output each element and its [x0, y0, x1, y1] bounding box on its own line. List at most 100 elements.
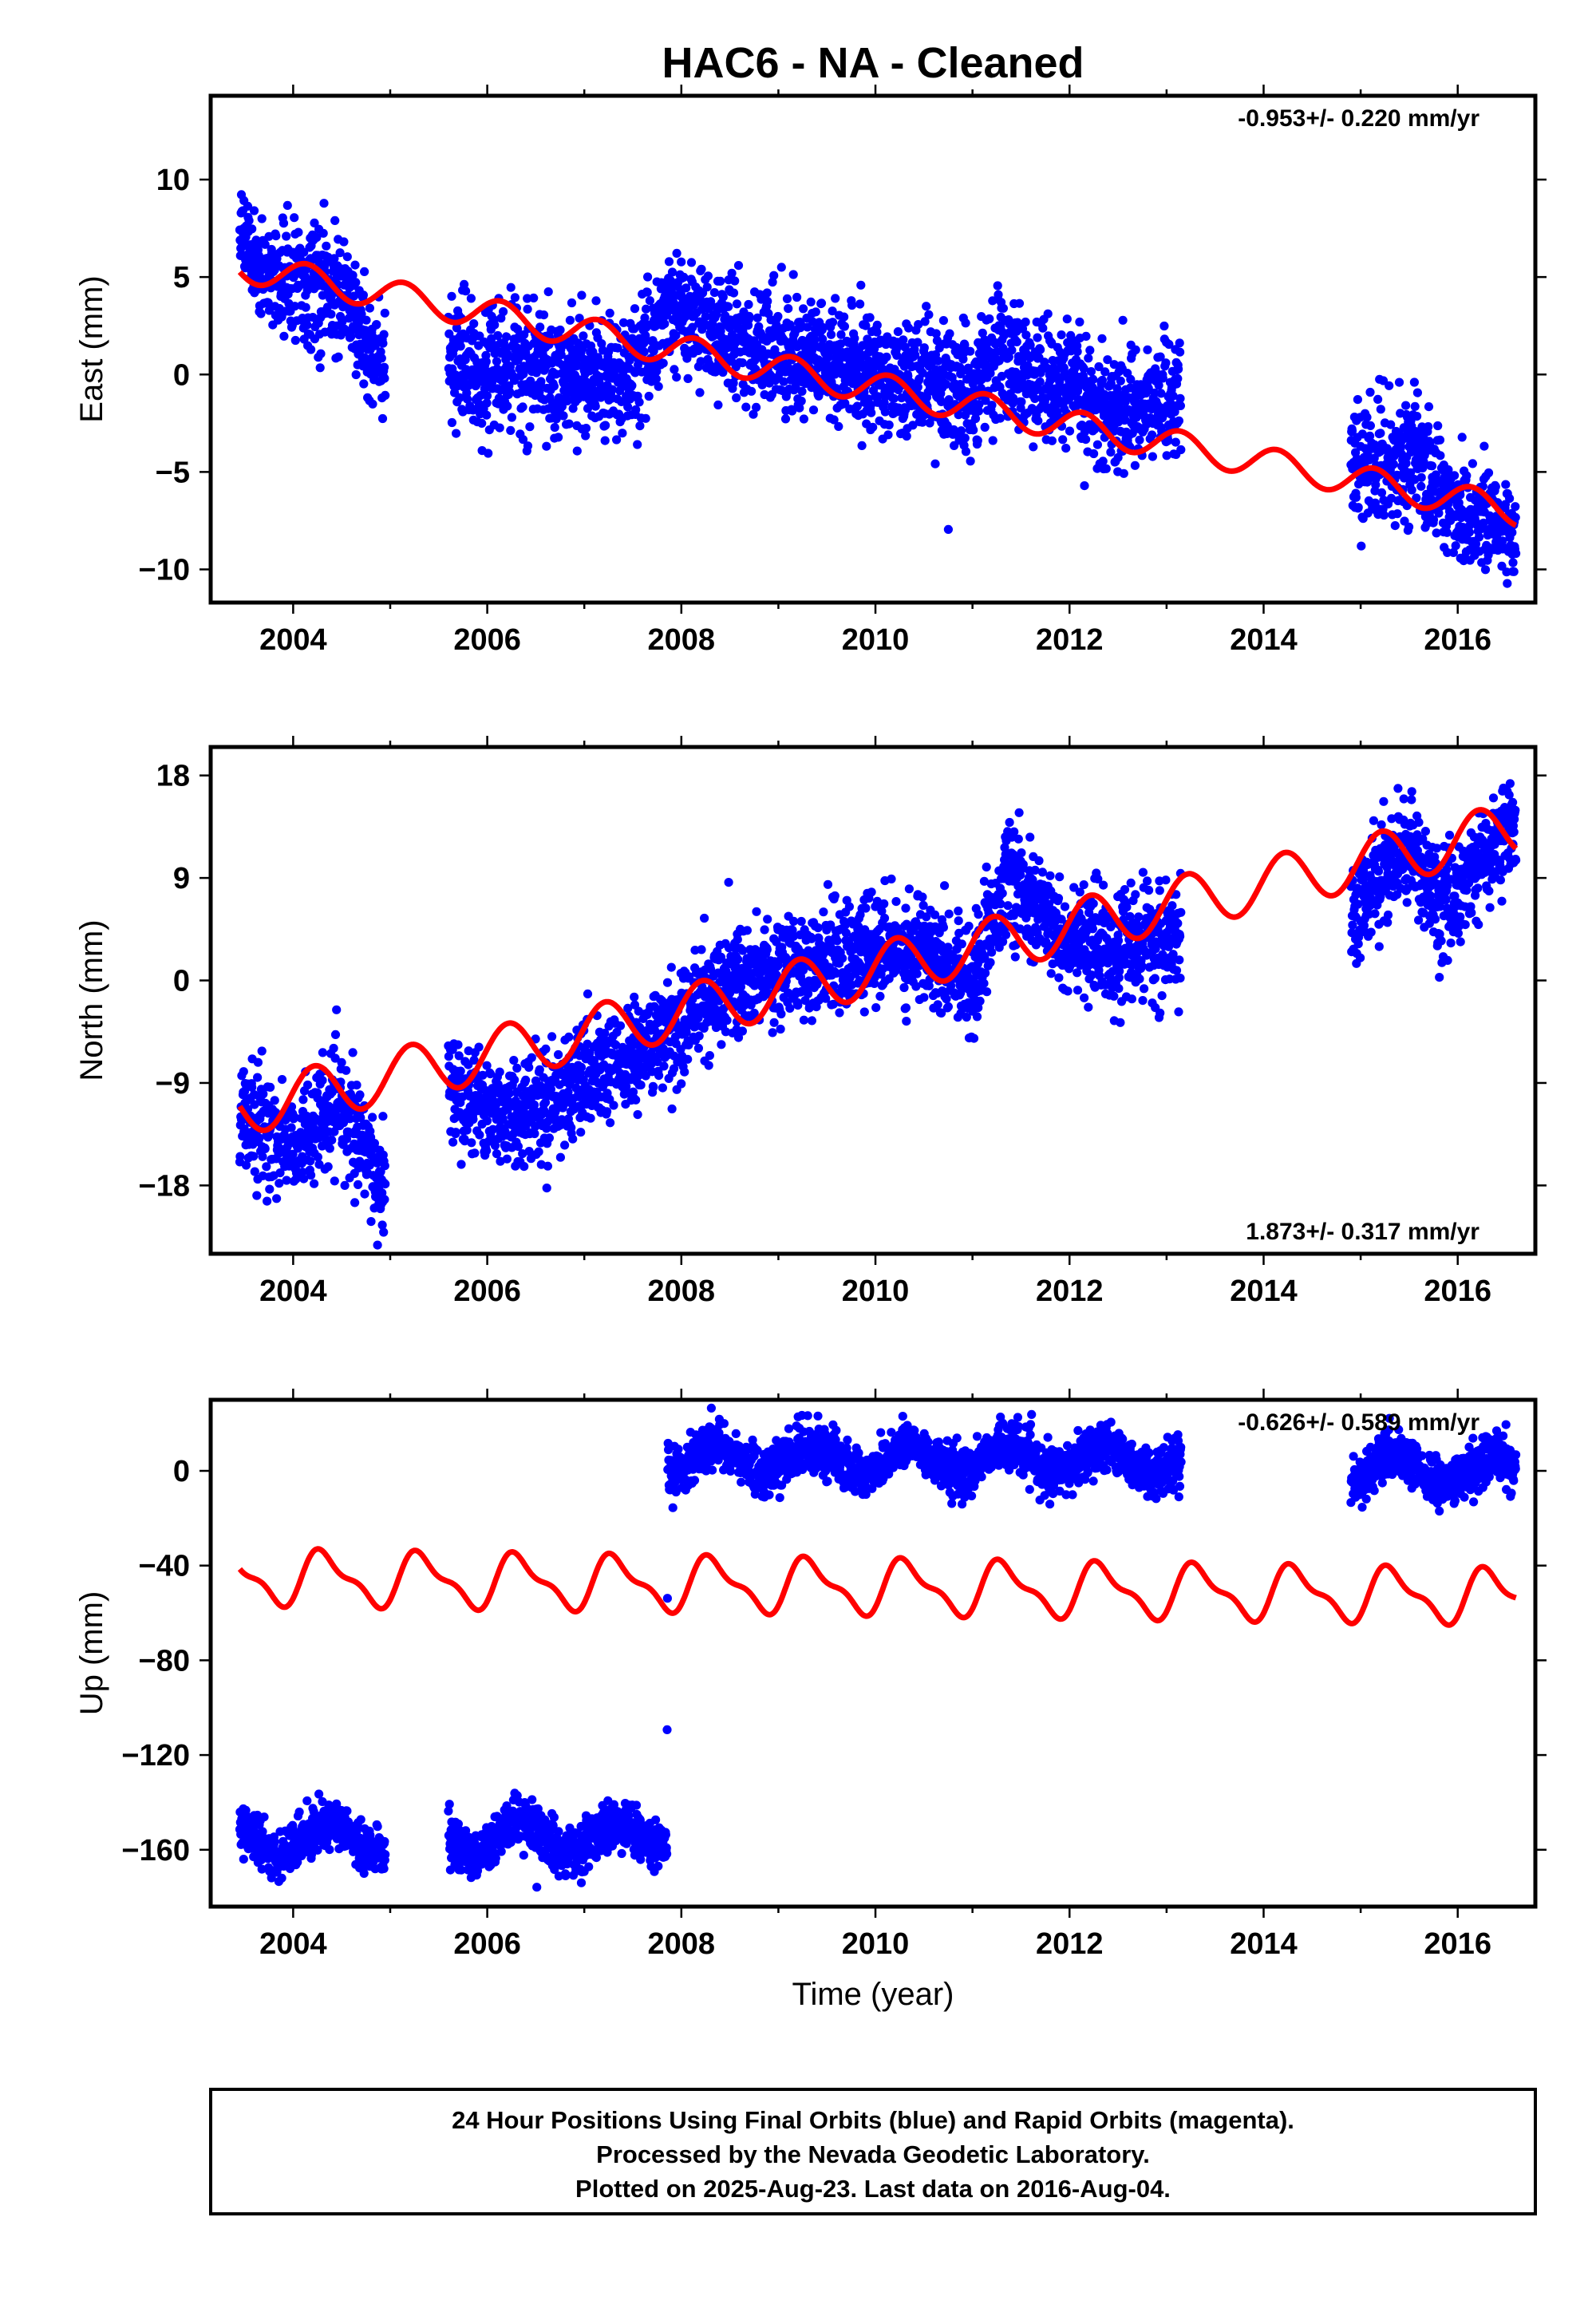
data-point — [683, 373, 693, 383]
data-point — [239, 1067, 248, 1077]
data-point — [360, 1189, 369, 1199]
data-point — [987, 401, 997, 410]
data-point — [1173, 373, 1183, 383]
data-point — [807, 1016, 817, 1026]
data-point — [368, 1113, 377, 1122]
data-point — [455, 393, 464, 402]
data-point — [857, 441, 867, 451]
data-point — [277, 1075, 287, 1085]
data-point — [1130, 460, 1140, 470]
data-point — [700, 913, 709, 923]
data-point — [980, 422, 990, 433]
data-point — [688, 322, 697, 332]
y-tick-label: −10 — [139, 553, 190, 587]
data-point — [1176, 445, 1186, 455]
data-point — [474, 1042, 484, 1052]
data-point — [600, 436, 610, 445]
data-point — [694, 1031, 704, 1041]
data-point — [609, 1101, 618, 1110]
data-point — [884, 420, 894, 430]
data-point — [899, 335, 908, 345]
data-point — [631, 405, 641, 414]
data-point — [911, 350, 920, 360]
data-point — [749, 409, 758, 419]
data-point — [1038, 323, 1048, 333]
data-point — [519, 1162, 529, 1172]
data-point — [556, 350, 566, 360]
data-point — [788, 270, 798, 279]
data-point — [1025, 340, 1035, 350]
data-point — [476, 391, 485, 401]
data-point — [938, 316, 948, 326]
data-point — [863, 334, 872, 344]
data-point — [1086, 367, 1096, 377]
data-point — [782, 294, 792, 303]
data-point — [490, 320, 500, 330]
data-point — [1163, 436, 1173, 445]
data-point — [966, 456, 975, 466]
data-point — [644, 391, 654, 401]
data-point — [334, 352, 343, 362]
data-point — [306, 345, 316, 354]
data-point — [250, 1100, 259, 1109]
data-point — [883, 430, 893, 440]
data-point — [642, 304, 651, 314]
data-point — [703, 271, 713, 281]
data-point — [352, 1081, 361, 1090]
data-point — [1511, 502, 1520, 512]
data-point — [543, 1161, 553, 1171]
data-point — [1103, 355, 1112, 365]
data-point — [931, 329, 941, 338]
data-point — [1450, 471, 1460, 480]
data-point — [361, 315, 371, 325]
data-point — [806, 297, 816, 306]
data-point — [257, 1046, 267, 1056]
y-tick-label: 10 — [156, 164, 190, 197]
data-point — [1033, 333, 1042, 342]
data-point — [1175, 393, 1185, 403]
data-point — [625, 356, 634, 366]
x-tick-label: 2006 — [453, 623, 521, 657]
data-point — [372, 320, 381, 330]
data-point — [1479, 518, 1488, 528]
data-point — [1033, 416, 1043, 425]
data-point — [847, 300, 857, 310]
data-point — [495, 423, 504, 433]
data-point — [380, 308, 389, 318]
data-point — [1080, 481, 1089, 491]
data-point — [924, 310, 934, 319]
data-point — [521, 1075, 531, 1085]
data-point — [943, 524, 953, 535]
data-point — [744, 299, 753, 310]
data-point — [1433, 421, 1443, 431]
data-point — [1092, 440, 1102, 449]
data-point — [506, 425, 516, 436]
data-point — [867, 408, 876, 417]
data-point — [507, 413, 517, 422]
data-point — [1159, 321, 1169, 331]
data-point — [523, 294, 532, 303]
data-point — [581, 377, 591, 386]
data-point — [510, 293, 520, 302]
data-point — [677, 1079, 686, 1089]
data-point — [733, 261, 744, 271]
data-point — [762, 288, 772, 298]
data-point — [535, 1065, 544, 1074]
data-point — [1443, 547, 1452, 558]
data-point — [1365, 431, 1375, 441]
data-point — [1081, 435, 1091, 445]
data-point — [630, 992, 639, 1002]
data-point — [518, 435, 528, 445]
data-point — [1119, 468, 1128, 478]
x-tick-label: 2008 — [648, 623, 716, 657]
x-tick-label: 2010 — [842, 623, 910, 657]
data-point — [914, 320, 923, 330]
data-point — [282, 1176, 291, 1185]
data-point — [255, 1133, 264, 1143]
data-point — [839, 312, 849, 322]
data-point — [769, 1018, 779, 1027]
data-point — [482, 398, 492, 408]
data-point — [664, 257, 674, 267]
data-point — [256, 309, 266, 318]
data-point — [1353, 503, 1363, 512]
